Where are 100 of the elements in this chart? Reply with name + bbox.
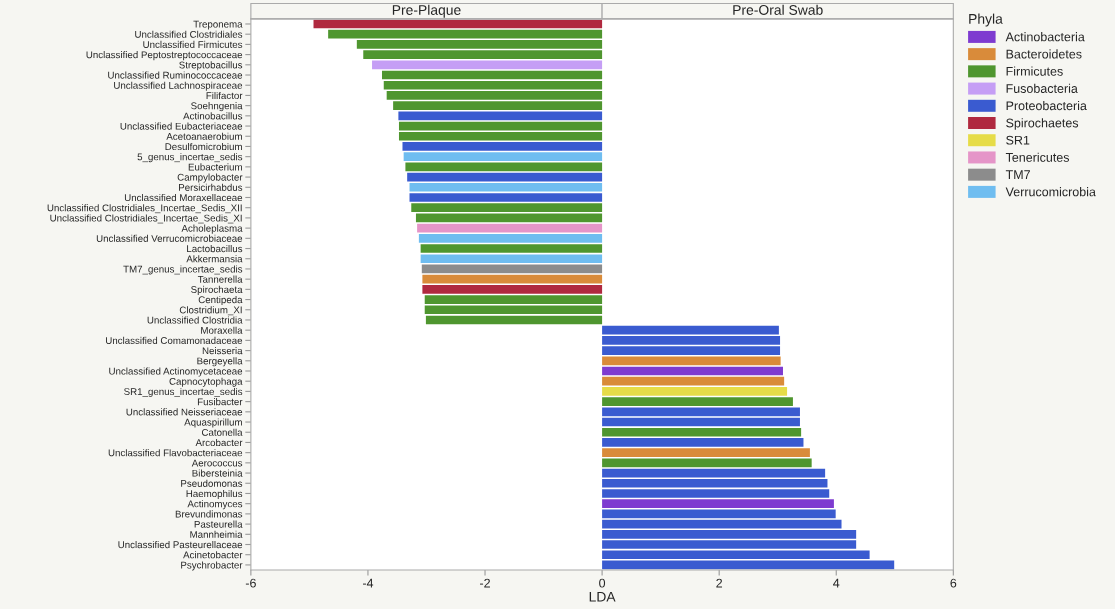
y-tick-label: Pseudomonas: [181, 479, 243, 487]
y-tick-label: Persicirhabdus: [179, 183, 243, 191]
y-tick-label: Unclassified Moraxellaceae: [124, 193, 243, 202]
y-tick-label: SR1_genus_incertae_sedis: [124, 387, 243, 397]
y-tick-label: Clostridium_XI: [179, 306, 242, 316]
bar: [418, 233, 603, 243]
bar: [602, 468, 826, 478]
y-tick-label: Unclassified Lachnospiraceae: [114, 81, 243, 91]
y-tick-label: Unclassified Flavobacteriaceae: [108, 449, 243, 457]
y-tick-label: Bibersteinia: [192, 469, 243, 477]
y-tick-label: Unclassified Neisseriaceae: [126, 408, 243, 416]
bar: [398, 111, 603, 121]
bar: [602, 509, 836, 519]
legend-label: Tenericutes: [1005, 152, 1070, 162]
x-axis-title: LDA: [589, 591, 616, 602]
bar: [398, 121, 603, 131]
y-tick-label: Catonella: [201, 428, 243, 436]
bar: [602, 499, 834, 509]
y-tick-label: Fusibacter: [197, 398, 243, 406]
x-tick-label: 2: [716, 578, 723, 588]
bar: [411, 203, 603, 213]
y-tick-label: Unclassified Clostridiales_Incertae_Sedis_XI: [50, 214, 242, 224]
y-tick-label: Unclassified Clostridia: [147, 316, 243, 324]
legend-label: TM7: [1005, 170, 1030, 179]
y-tick-label: Neisseria: [202, 347, 243, 355]
bar: [602, 407, 800, 417]
y-tick-label: Tannerella: [197, 275, 243, 283]
y-tick-label: Unclassified Clostridiales_Incertae_Sedis_XII: [47, 204, 242, 214]
y-tick-label: Unclassified Comamonadaceae: [106, 336, 243, 344]
bar: [420, 254, 603, 264]
bar: [422, 274, 603, 284]
legend-label: Firmicutes: [1006, 66, 1063, 76]
legend-label: Proteobacteria: [1006, 100, 1087, 111]
bar: [422, 285, 603, 294]
y-tick-label: Bergeyella: [197, 357, 243, 367]
bar: [602, 356, 781, 366]
y-tick-label: Acholeplasma: [181, 224, 243, 234]
y-tick-label: Unclassified Eubacteriaceae: [120, 122, 243, 130]
legend-label: Fusobacteria: [1006, 83, 1078, 93]
y-tick-label: Unclassified Peptostreptococcaceae: [86, 51, 243, 61]
bar: [602, 438, 804, 447]
y-tick-label: Unclassified Clostridiales: [135, 30, 243, 38]
y-tick-label: Arcobacter: [195, 438, 243, 447]
y-tick-label: Treponema: [193, 20, 243, 30]
legend-label: Bacteroidetes: [1006, 49, 1082, 59]
x-tick-label: 4: [833, 578, 840, 588]
y-tick-label: Centipeda: [198, 296, 243, 306]
y-tick-label: Acetoanaerobium: [166, 132, 242, 140]
bar: [417, 223, 603, 233]
legend-label: Verrucomicrobia: [1005, 187, 1096, 197]
bar: [382, 70, 603, 80]
y-tick-label: Unclassified Actinomycetaceae: [109, 367, 243, 377]
y-tick-label: Soehngenia: [191, 102, 243, 112]
text: Pre-Oral Swab: [733, 4, 823, 15]
bar: [402, 142, 603, 151]
text: Pre-Plaque: [392, 4, 461, 18]
y-tick-label: Spirochaeta: [191, 285, 243, 295]
legend-label: Spirochaetes: [1006, 118, 1079, 130]
y-tick-label: Filifactor: [206, 91, 243, 100]
y-tick-label: Moraxella: [201, 326, 243, 334]
bar: [407, 172, 603, 182]
x-tick-label: -2: [480, 578, 490, 588]
bar: [405, 162, 603, 172]
legend-label: Actinobacteria: [1005, 32, 1085, 42]
x-tick-label: 6: [950, 578, 957, 588]
bar: [398, 131, 603, 141]
y-tick-label: Unclassified Pasteurellaceae: [118, 540, 243, 549]
bar: [602, 519, 842, 529]
bar: [372, 60, 603, 70]
y-tick-label: Unclassified Ruminococcaceae: [108, 71, 243, 79]
y-tick-label: Capnocytophaga: [169, 377, 243, 387]
bar: [602, 387, 788, 396]
y-tick-label: Acinetobacter: [183, 551, 243, 559]
y-tick-label: Campylobacter: [177, 173, 243, 183]
bar: [602, 376, 785, 386]
y-tick-label: Psychrobacter: [181, 561, 243, 571]
y-tick-label: TM7_genus_incertae_sedis: [123, 265, 243, 275]
y-tick-label: Unclassified Verrucomicrobiaceae: [96, 234, 243, 242]
bar: [409, 193, 603, 202]
bar: [403, 152, 603, 161]
legend-title: Phyla: [969, 13, 1003, 27]
bar: [602, 448, 810, 457]
y-tick-label: Mannheimia: [190, 530, 243, 538]
bar: [602, 560, 895, 570]
bar: [602, 397, 793, 406]
y-tick-label: Pasteurella: [194, 520, 243, 528]
y-tick-label: Aerococcus: [191, 459, 243, 467]
bar: [421, 264, 603, 274]
y-tick-label: Brevundimonas: [175, 510, 243, 518]
bar: [602, 417, 800, 427]
bar: [602, 366, 783, 376]
bar: [602, 427, 802, 437]
y-tick-label: 5_genus_incertae_sedis: [137, 153, 243, 163]
y-tick-label: Haemophilus: [186, 489, 243, 500]
y-tick-label: Eubacterium: [188, 163, 242, 171]
bar: [420, 244, 603, 253]
y-tick-label: Akkermansia: [186, 255, 243, 263]
y-tick-label: Unclassified Firmicutes: [143, 40, 243, 49]
y-tick-label: Lactobacillus: [187, 245, 243, 253]
x-tick-label: -4: [362, 578, 374, 588]
